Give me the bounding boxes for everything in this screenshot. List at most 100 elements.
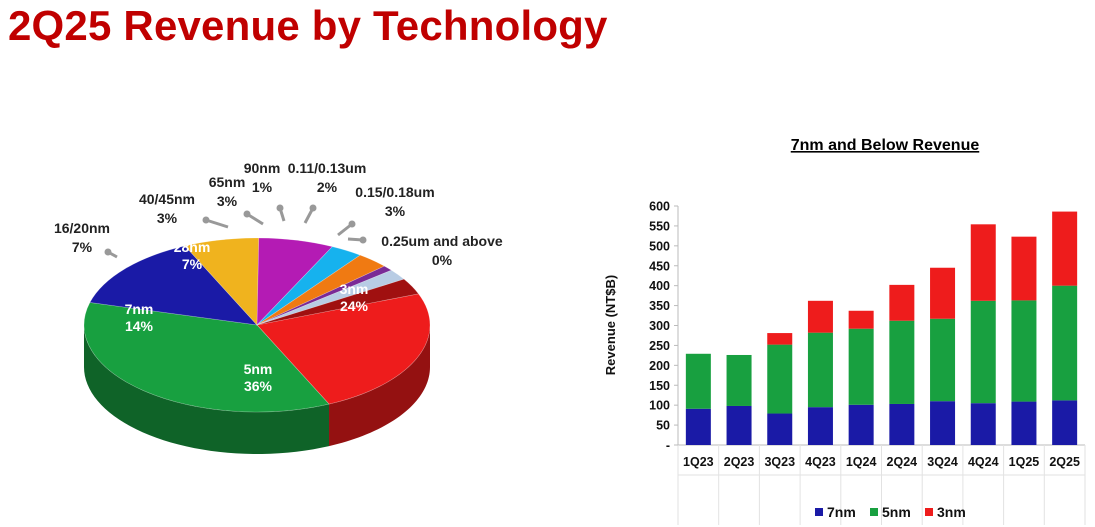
x-tick-label: 1Q25 bbox=[1009, 455, 1040, 469]
bar-3nm-2Q25 bbox=[1052, 211, 1078, 286]
x-tick-label: 1Q23 bbox=[683, 455, 714, 469]
x-tick-label: 4Q23 bbox=[805, 455, 836, 469]
y-tick-label: 450 bbox=[649, 259, 670, 273]
bar-3nm-2Q24 bbox=[889, 284, 915, 321]
y-tick-label: 150 bbox=[649, 379, 670, 393]
pie-value-40/45nm: 3% bbox=[157, 210, 178, 226]
x-tick-label: 3Q24 bbox=[927, 455, 958, 469]
y-tick-label: 200 bbox=[649, 359, 670, 373]
bar-chart-title: 7nm and Below Revenue bbox=[791, 137, 980, 154]
pie-slice-3nm bbox=[256, 293, 431, 405]
pie-leader-dot bbox=[276, 204, 284, 212]
legend-swatch-5nm bbox=[870, 508, 878, 516]
y-tick-label: - bbox=[666, 439, 670, 453]
legend-label-7nm: 7nm bbox=[827, 504, 856, 520]
bar-5nm-4Q23 bbox=[807, 332, 833, 408]
bar-7nm-1Q23 bbox=[685, 408, 711, 445]
pie-value-0.11/0.13um: 2% bbox=[317, 179, 338, 195]
pie-label-28nm: 28nm bbox=[174, 239, 211, 255]
pie-label-7nm: 7nm bbox=[125, 301, 154, 317]
y-tick-label: 600 bbox=[649, 200, 670, 214]
y-tick-label: 500 bbox=[649, 239, 670, 253]
pie-value-0.15/0.18um: 3% bbox=[385, 203, 406, 219]
pie-slice-0.11/0.13um bbox=[256, 269, 405, 326]
pie-value-0.25um and above: 0% bbox=[432, 252, 453, 268]
bar-3nm-1Q24 bbox=[848, 310, 874, 329]
bar-3nm-3Q23 bbox=[767, 333, 793, 345]
bar-3nm-3Q24 bbox=[930, 267, 956, 319]
pie-leader-dot bbox=[359, 236, 367, 244]
pie-leader-line bbox=[205, 218, 229, 229]
bar-7nm-3Q24 bbox=[930, 401, 956, 445]
pie-label-5nm: 5nm bbox=[244, 361, 273, 377]
bar-3nm-4Q23 bbox=[807, 300, 833, 333]
pie-slice-7nm bbox=[89, 245, 258, 326]
pie-value-3nm: 24% bbox=[340, 298, 369, 314]
y-tick-label: 250 bbox=[649, 339, 670, 353]
bar-7nm-1Q24 bbox=[848, 404, 874, 445]
x-tick-label: 2Q24 bbox=[887, 455, 918, 469]
y-tick-label: 400 bbox=[649, 279, 670, 293]
bar-5nm-3Q23 bbox=[767, 344, 793, 414]
pie-value-16/20nm: 7% bbox=[72, 239, 93, 255]
pie-label-3nm: 3nm bbox=[340, 281, 369, 297]
pie-label-65nm: 65nm bbox=[209, 174, 246, 190]
legend-label-5nm: 5nm bbox=[882, 504, 911, 520]
pie-label-0.11/0.13um: 0.11/0.13um bbox=[288, 160, 367, 176]
pie-label-0.15/0.18um: 0.15/0.18um bbox=[355, 184, 434, 200]
pie-value-90nm: 1% bbox=[252, 179, 273, 195]
bar-5nm-2Q25 bbox=[1052, 285, 1078, 401]
y-axis-label: Revenue (NT$B) bbox=[603, 275, 618, 375]
legend-swatch-3nm bbox=[925, 508, 933, 516]
bar-5nm-4Q24 bbox=[970, 300, 996, 404]
bar-7nm-2Q25 bbox=[1052, 400, 1078, 445]
legend-swatch-7nm bbox=[815, 508, 823, 516]
bar-7nm-1Q25 bbox=[1011, 401, 1037, 445]
revenue-bar-chart: 7nm and Below Revenue - 50 100 150 200 250 300 3… bbox=[603, 137, 1086, 525]
bar-5nm-2Q24 bbox=[889, 320, 915, 404]
pie-slice-40/45nm bbox=[256, 246, 361, 326]
y-tick-label: 100 bbox=[649, 399, 670, 413]
bar-7nm-3Q23 bbox=[767, 413, 793, 445]
page-title: 2Q25 Revenue by Technology bbox=[8, 2, 608, 49]
technology-pie-chart: 3nm24%5nm36%7nm14%28nm7%16/20nm7%40/45nm… bbox=[54, 160, 503, 454]
bar-7nm-4Q23 bbox=[807, 407, 833, 445]
pie-label-40/45nm: 40/45nm bbox=[139, 191, 195, 207]
pie-value-5nm: 36% bbox=[244, 378, 273, 394]
x-tick-label: 2Q23 bbox=[724, 455, 755, 469]
pie-slice-0.15/0.18um bbox=[256, 278, 420, 326]
bar-5nm-2Q23 bbox=[726, 354, 752, 406]
pie-slice-16/20nm bbox=[184, 237, 260, 326]
pie-label-0.25um and above: 0.25um and above bbox=[381, 233, 503, 249]
legend-label-3nm: 3nm bbox=[937, 504, 966, 520]
bar-7nm-2Q23 bbox=[726, 405, 752, 445]
y-tick-label: 300 bbox=[649, 319, 670, 333]
bar-5nm-1Q23 bbox=[685, 353, 711, 409]
pie-leader-dot bbox=[104, 248, 112, 256]
pie-value-7nm: 14% bbox=[125, 318, 154, 334]
y-tick-label: 550 bbox=[649, 219, 670, 233]
bar-7nm-4Q24 bbox=[970, 403, 996, 445]
x-tick-label: 1Q24 bbox=[846, 455, 877, 469]
pie-side-3nm bbox=[329, 325, 430, 447]
pie-slice-5nm bbox=[83, 302, 330, 413]
bar-5nm-3Q24 bbox=[930, 318, 956, 402]
pie-side-5nm bbox=[84, 325, 330, 454]
pie-leader-dot bbox=[348, 220, 356, 228]
pie-leader-dot bbox=[309, 204, 317, 212]
pie-slice-90nm bbox=[256, 265, 393, 326]
y-tick-label: 50 bbox=[656, 419, 670, 433]
bar-7nm-2Q24 bbox=[889, 403, 915, 445]
bar-5nm-1Q24 bbox=[848, 328, 874, 405]
pie-label-16/20nm: 16/20nm bbox=[54, 220, 110, 236]
x-tick-label: 2Q25 bbox=[1049, 455, 1080, 469]
y-tick-label: 350 bbox=[649, 299, 670, 313]
pie-value-65nm: 3% bbox=[217, 193, 238, 209]
pie-slice-28nm bbox=[256, 237, 333, 326]
pie-leader-dot bbox=[202, 216, 210, 224]
pie-label-90nm: 90nm bbox=[244, 160, 281, 176]
bar-3nm-1Q25 bbox=[1011, 236, 1037, 301]
pie-value-28nm: 7% bbox=[182, 256, 203, 272]
bar-5nm-1Q25 bbox=[1011, 300, 1037, 402]
pie-slice-65nm bbox=[256, 254, 386, 326]
